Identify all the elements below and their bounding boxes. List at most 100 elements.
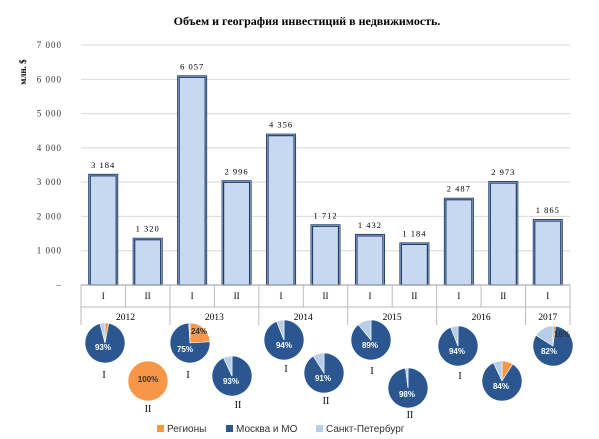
x-category-label: II: [500, 291, 506, 301]
pie-period-label: I: [284, 364, 287, 375]
bar-value-label: 1 865: [536, 205, 560, 215]
bars: [88, 75, 563, 286]
pie-value-label: 100%: [138, 375, 158, 384]
bar: [134, 239, 162, 286]
y-tick-label: 3 000: [37, 177, 62, 187]
chart-title: Объем и география инвестиций в недвижимо…: [174, 14, 441, 28]
legend: Регионы Москва и МО Санкт-Петербург: [157, 423, 405, 435]
y-tick-label: 6 000: [37, 74, 62, 84]
bar: [222, 181, 251, 286]
pie-period-label: I: [458, 371, 461, 382]
pie-period-label: I: [186, 370, 189, 381]
pie-slice: [405, 367, 409, 389]
x-year-label: 2013: [205, 313, 224, 323]
legend-swatch: [316, 425, 323, 432]
pie-period-label: II: [235, 400, 242, 411]
bar: [311, 225, 340, 286]
bar: [267, 135, 295, 286]
x-category-label: I: [546, 291, 549, 301]
pie-value-label: 94%: [276, 341, 292, 350]
x-category-label: I: [102, 291, 105, 301]
y-tick-labels: – 1 000 2 000 3 000 4 000 5 000 6 000 7 000: [37, 40, 63, 290]
y-tick-label: 5 000: [37, 109, 62, 119]
x-year-label: 2016: [472, 313, 491, 323]
bar: [178, 76, 206, 286]
x-category-label: I: [457, 291, 460, 301]
bar-value-label: 3 184: [91, 160, 115, 170]
bar: [356, 235, 384, 286]
pie-slice: [169, 322, 211, 364]
pie-slice: [189, 322, 211, 344]
pie-slice: [350, 319, 392, 361]
x-category-label: I: [280, 291, 283, 301]
pie-slice: [535, 325, 554, 347]
bar: [489, 182, 517, 286]
y-tick-label: 7 000: [37, 40, 62, 50]
pie-slice: [188, 322, 191, 344]
pie-slice: [450, 325, 459, 347]
pie-period-label: II: [145, 404, 152, 415]
y-tick-label: –: [56, 280, 63, 290]
bar: [89, 175, 117, 286]
value-labels: 3 184 1 320 6 057 2 996 4 356 1 712 1 432 1 184…: [91, 61, 560, 238]
x-category-label: I: [191, 291, 194, 301]
pie-value-label: 93%: [95, 343, 111, 352]
pie-slice: [357, 319, 372, 341]
bar: [445, 199, 473, 286]
bar-value-label: 1 320: [136, 224, 160, 234]
legend-label: Санкт-Петербург: [326, 423, 405, 435]
bar-value-label: 1 432: [358, 220, 382, 230]
bar-value-label: 1 184: [402, 228, 426, 238]
pie-minor-label: 16%: [554, 330, 570, 339]
pie-slice: [223, 355, 233, 377]
y-axis-label: млн. $: [18, 59, 28, 85]
pie-charts: 93%I 100%II75%24%I93%II94%I91%II89%I98%II…: [84, 319, 574, 421]
legend-label: Москва и МО: [236, 424, 298, 435]
pie-value-label: 91%: [315, 374, 331, 383]
bar-value-label: 1 712: [313, 210, 337, 220]
x-category-label: II: [323, 291, 329, 301]
bar: [400, 243, 429, 286]
pie-period-label: II: [407, 410, 414, 421]
bar-value-label: 2 973: [491, 167, 515, 177]
pie-value-label: 89%: [362, 341, 378, 350]
x-year-label: 2012: [116, 313, 135, 323]
pie-value-label: 82%: [541, 347, 557, 356]
pie-value-label: 93%: [223, 377, 239, 386]
x-category-label: II: [234, 291, 240, 301]
pie-period-label: II: [323, 396, 330, 407]
legend-label: Регионы: [167, 424, 206, 435]
legend-swatch: [226, 425, 233, 432]
pie-slice: [276, 319, 285, 341]
pie-value-label: 98%: [399, 390, 415, 399]
pie-value-label: 84%: [493, 382, 509, 391]
pie-slice: [312, 352, 325, 375]
x-category-label: II: [411, 291, 417, 301]
y-tick-label: 1 000: [37, 246, 62, 256]
bar: [534, 220, 562, 286]
pie-period-label: I: [370, 366, 373, 377]
y-tick-label: 2 000: [37, 211, 62, 221]
x-year-label: 2014: [294, 313, 313, 323]
legend-swatch: [157, 425, 164, 432]
bar-value-label: 4 356: [269, 120, 293, 130]
pie-slice: [99, 322, 106, 344]
bar-value-label: 2 487: [447, 184, 471, 194]
pie-slice: [84, 323, 126, 364]
pie-slice: [481, 362, 523, 402]
x-category-label: I: [368, 291, 371, 301]
x-category-label: II: [145, 291, 151, 301]
pie-value-label: 94%: [449, 347, 465, 356]
bar-value-label: 2 996: [225, 166, 249, 176]
pie-value-label: 75%: [177, 345, 193, 354]
y-tick-label: 4 000: [37, 143, 62, 153]
x-year-label: 2017: [538, 313, 557, 323]
pie-period-label: I: [102, 370, 105, 381]
pie-minor-label: 24%: [191, 327, 207, 336]
x-year-label: 2015: [383, 313, 402, 323]
pie-slice: [493, 360, 503, 382]
bar-value-label: 6 057: [180, 61, 204, 71]
pie-slice: [127, 360, 169, 402]
